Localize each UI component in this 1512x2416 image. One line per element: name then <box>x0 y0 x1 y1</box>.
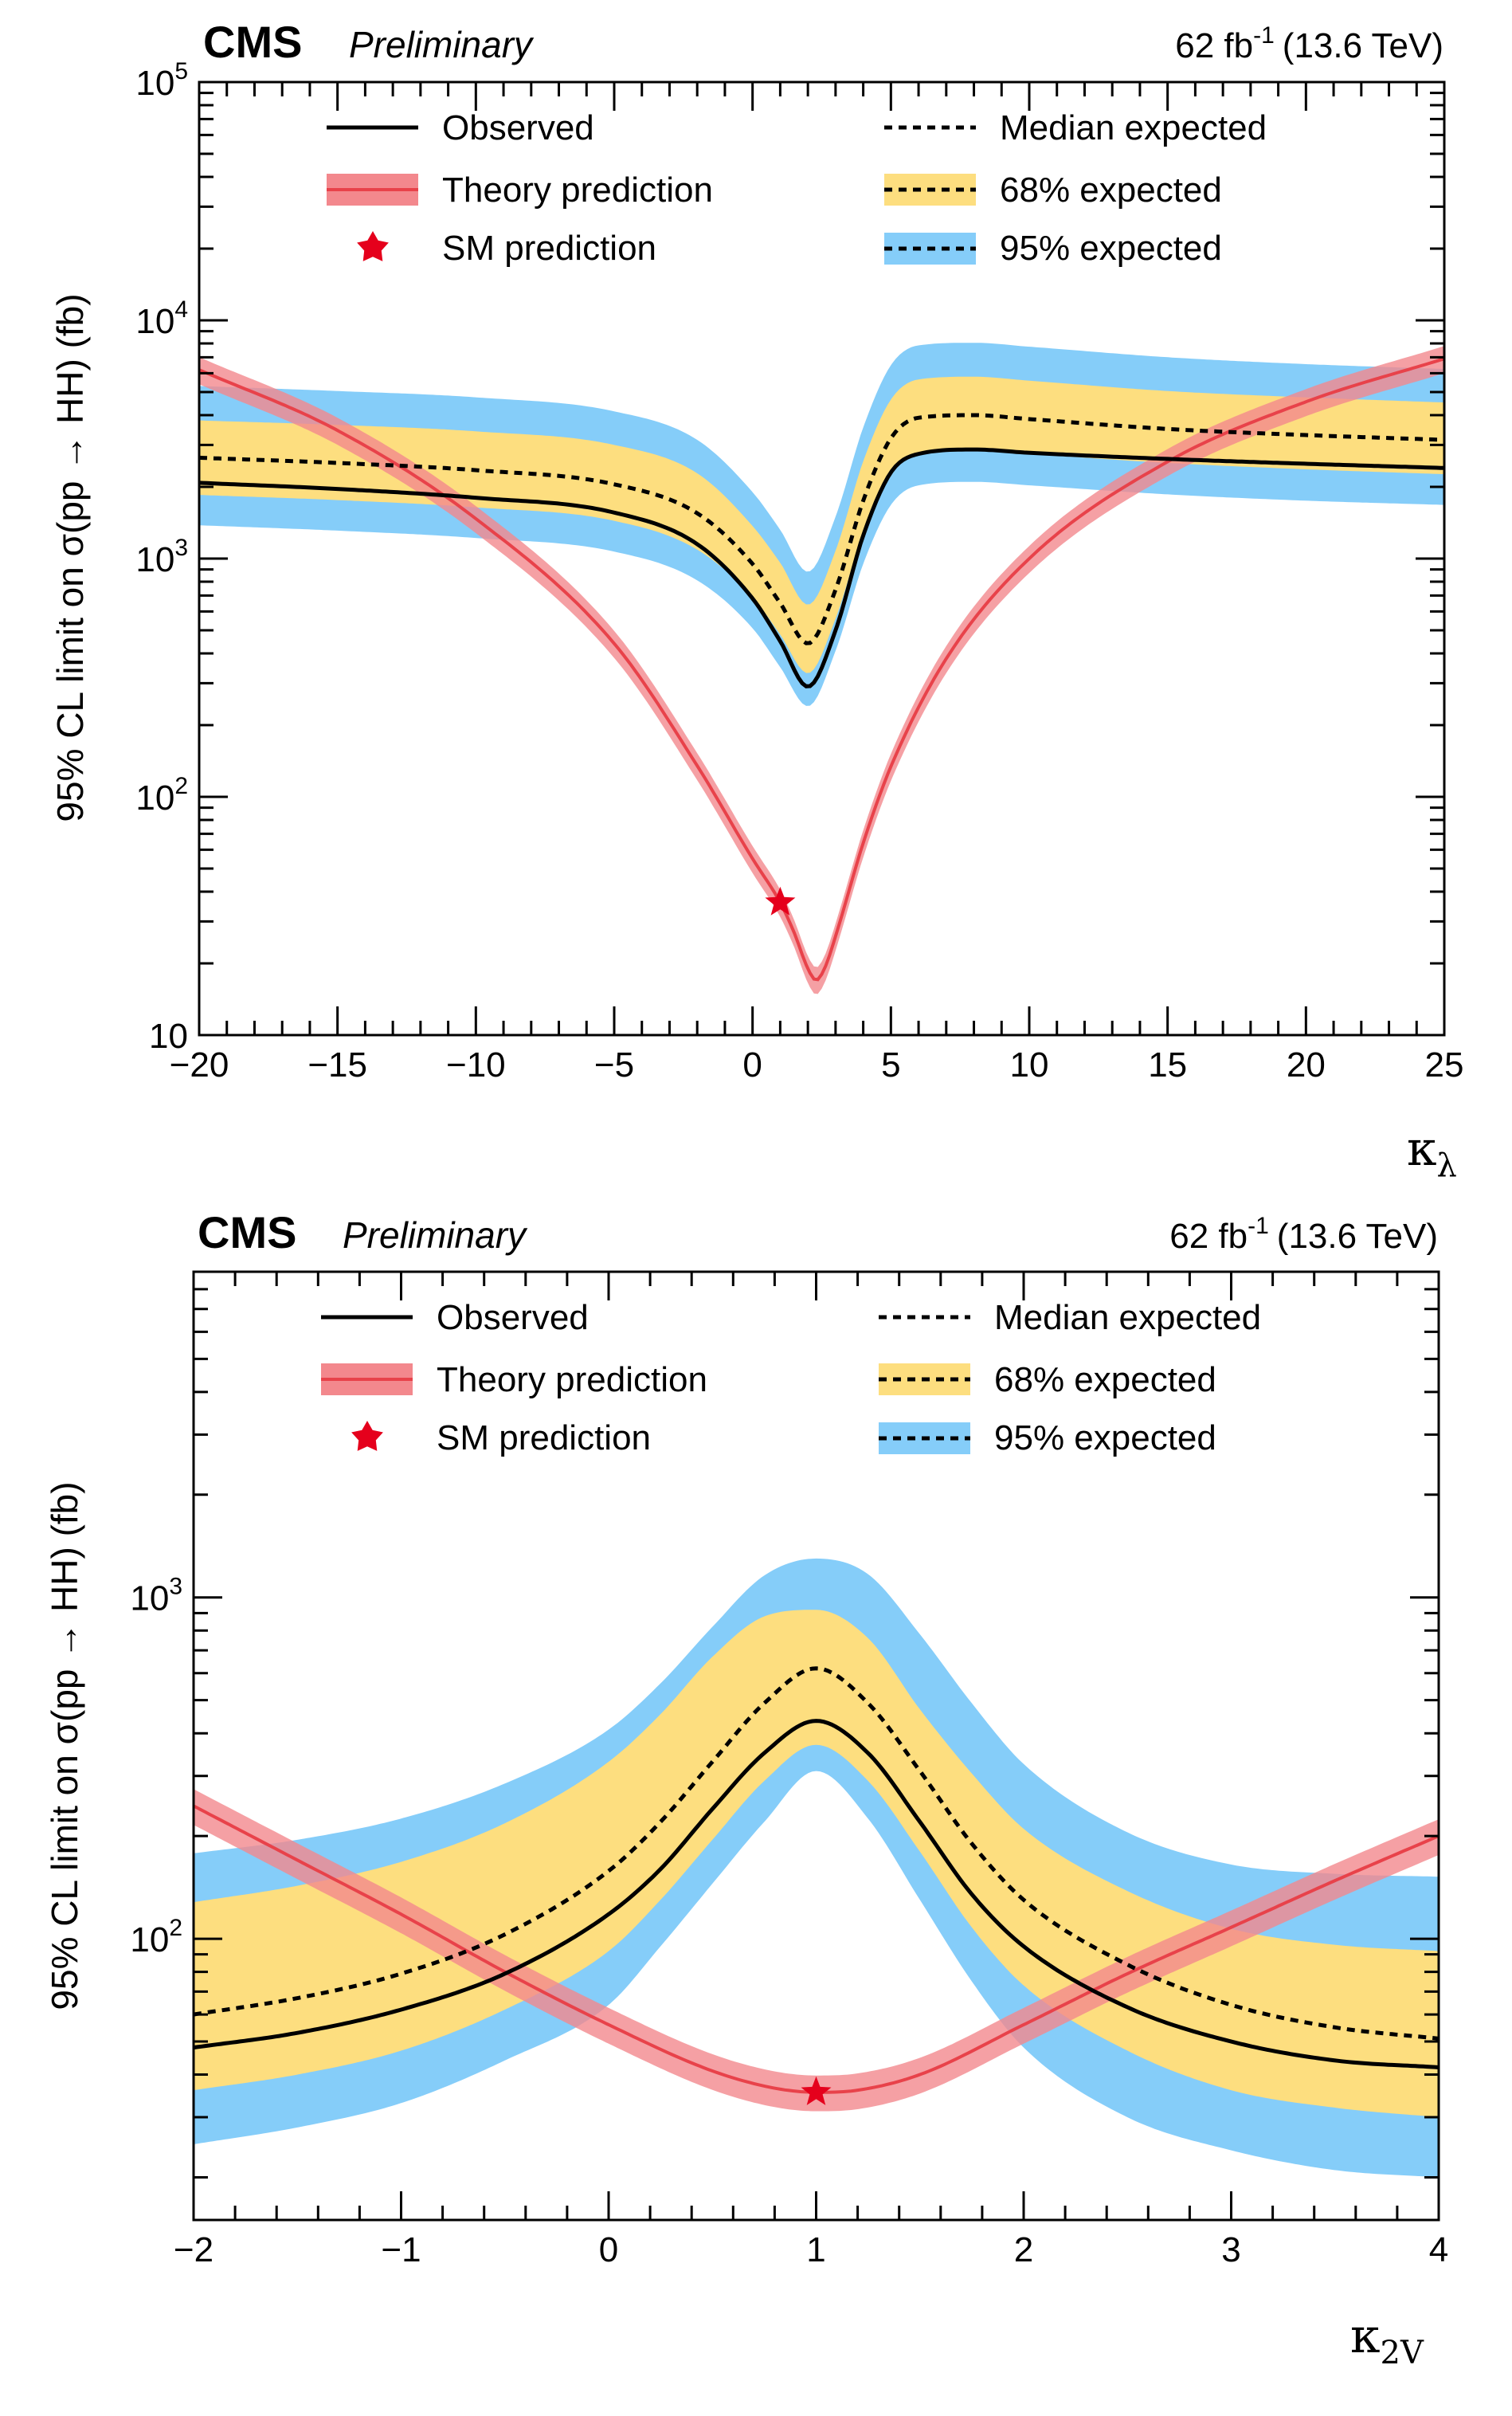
x-axis-subscript: λ <box>1437 1147 1457 1184</box>
y-tick-exponent: 3 <box>169 1574 182 1600</box>
y-tick-exponent: 3 <box>174 535 188 561</box>
legend-sm-star-icon <box>351 1421 383 1451</box>
legend-68-label: 68% expected <box>994 1360 1216 1399</box>
x-tick-label: 2 <box>1014 2230 1033 2269</box>
y-tick-label: 102 <box>130 1915 182 1959</box>
legend-observed-label: Observed <box>437 1298 589 1337</box>
y-tick-exponent: 4 <box>174 296 188 323</box>
x-tick-label: −5 <box>594 1045 634 1084</box>
x-tick-label: 15 <box>1148 1045 1187 1084</box>
y-tick-exponent: 5 <box>174 58 188 84</box>
y-tick-base: 10 <box>135 779 174 818</box>
legend-median-label: Median expected <box>1000 108 1267 147</box>
legend-68-label: 68% expected <box>1000 171 1222 210</box>
lumi-value: 62 fb <box>1175 26 1253 65</box>
legend-theory-label: Theory prediction <box>442 171 713 210</box>
median-expected-line <box>198 413 1445 645</box>
x-tick-label: −20 <box>170 1045 229 1084</box>
legend-theory-label: Theory prediction <box>437 1360 707 1399</box>
x-tick-label: 3 <box>1221 2230 1240 2269</box>
legend-95-label: 95% expected <box>1000 229 1222 268</box>
plot-data-kappa-lambda <box>198 343 1445 994</box>
x-tick-label: 25 <box>1425 1045 1464 1084</box>
median-expected-line <box>193 1666 1440 2041</box>
theory-prediction-line <box>198 357 1445 982</box>
x-tick-label: −10 <box>446 1045 506 1084</box>
lumi-unit-exponent: -1 <box>1253 22 1275 49</box>
legend-observed-label: Observed <box>442 108 594 147</box>
x-tick-label: 0 <box>599 2230 618 2269</box>
y-tick-base: 10 <box>130 1920 169 1959</box>
cms-label: CMS <box>198 1207 296 1257</box>
x-axis-subscript: 2V <box>1381 2335 1424 2371</box>
y-tick-base: 10 <box>130 1579 169 1618</box>
y-tick-base: 10 <box>135 540 174 579</box>
x-tick-label: 20 <box>1287 1045 1326 1084</box>
cms-label: CMS <box>203 17 302 67</box>
y-axis-label: 95% CL limit on σ(pp → HH) (fb) <box>49 293 91 822</box>
y-tick-label: 102 <box>135 773 188 818</box>
preliminary-label: Preliminary <box>349 24 535 65</box>
legend-sm-star-icon <box>357 231 389 261</box>
y-tick-exponent: 2 <box>169 1915 182 1941</box>
y-tick-label: 103 <box>130 1574 182 1618</box>
theory-uncertainty-band <box>194 1789 1439 2112</box>
theory-uncertainty-band <box>199 346 1444 994</box>
legend-kappa-lambda: Observed Theory prediction SM prediction… <box>327 108 1267 268</box>
x-tick-label: 0 <box>742 1045 762 1084</box>
x-axis-label: κλ <box>1407 1121 1457 1184</box>
y-tick-base: 10 <box>135 64 174 103</box>
y-tick-label: 104 <box>135 296 188 341</box>
x-axis-symbol: κ <box>1407 1121 1437 1177</box>
x-tick-label: −1 <box>381 2230 421 2269</box>
energy-value: (13.6 TeV) <box>1283 26 1443 65</box>
expected-68-band <box>199 376 1444 673</box>
y-tick-base: 10 <box>149 1017 188 1056</box>
x-axis-label: κ2V <box>1350 2308 1424 2371</box>
x-tick-label: −2 <box>174 2230 213 2269</box>
y-tick-label: 105 <box>135 58 188 103</box>
legend-sm-label: SM prediction <box>437 1418 651 1457</box>
legend-median-label: Median expected <box>994 1298 1261 1337</box>
x-tick-label: −15 <box>307 1045 367 1084</box>
sm-prediction-star <box>765 886 796 916</box>
y-tick-label: 10 <box>149 1017 188 1056</box>
y-axis-label: 95% CL limit on σ(pp → HH) (fb) <box>44 1481 85 2010</box>
x-tick-label: 4 <box>1429 2230 1448 2269</box>
energy-value: (13.6 TeV) <box>1277 1217 1438 1256</box>
y-tick-exponent: 2 <box>174 773 188 799</box>
observed-line <box>193 1719 1440 2069</box>
lumi-unit-exponent: -1 <box>1248 1213 1269 1239</box>
y-tick-base: 10 <box>135 302 174 341</box>
luminosity-label: 62 fb-1 (13.6 TeV) <box>1175 22 1443 65</box>
sm-prediction-star <box>801 2076 832 2105</box>
observed-line <box>198 447 1445 688</box>
plot-frame <box>192 1270 1440 2222</box>
lumi-value: 62 fb <box>1169 1217 1248 1256</box>
plot-data-kappa-2v <box>193 1558 1440 2178</box>
x-tick-label: 1 <box>806 2230 825 2269</box>
x-tick-label: 10 <box>1010 1045 1049 1084</box>
legend-95-label: 95% expected <box>994 1418 1216 1457</box>
legend-sm-label: SM prediction <box>442 229 656 268</box>
x-axis-symbol: κ <box>1350 2308 1381 2364</box>
legend-kappa-2v: Observed Theory prediction SM prediction… <box>321 1298 1261 1457</box>
preliminary-label: Preliminary <box>343 1214 528 1256</box>
y-tick-label: 103 <box>135 535 188 579</box>
plot-frame <box>198 80 1446 1037</box>
luminosity-label: 62 fb-1 (13.6 TeV) <box>1169 1213 1438 1256</box>
x-tick-label: 5 <box>881 1045 900 1084</box>
